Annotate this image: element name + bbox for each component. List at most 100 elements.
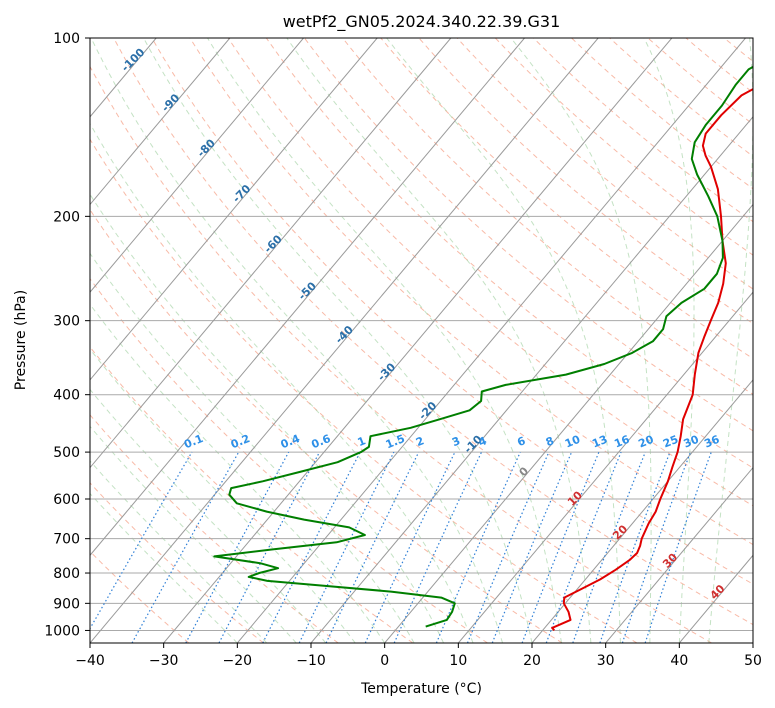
y-tick-label: 700 [53,532,80,548]
isotherm [90,38,452,469]
x-tick-label: 20 [523,653,541,669]
dry-adiabat [90,482,264,643]
isotherm [236,38,746,643]
dry-adiabat [90,208,563,643]
x-tick-label: −40 [75,653,105,669]
mixing-ratio-line [521,451,600,643]
mixing-ratio-label: 25 [661,433,680,451]
mixing-ratio-label: 16 [612,433,631,451]
isotherm [90,38,304,293]
isotherm [310,116,753,643]
isotherm [384,203,753,643]
moist-adiabat [90,122,474,643]
x-tick-label: 10 [449,653,467,669]
isotherm [752,642,753,643]
y-tick-label: 1000 [44,623,80,639]
mixing-ratio-label: 1 [356,434,368,449]
isotherm [605,466,753,643]
dry-adiabat [304,38,753,432]
x-tick-label: 50 [744,653,762,669]
dry-adiabat [265,38,753,469]
x-axis-label: Temperature (°C) [360,681,482,697]
y-tick-label: 900 [53,596,80,612]
mixing-ratio-line [572,451,646,643]
isotherm [90,38,378,381]
x-tick-label: 40 [670,653,688,669]
dry-adiabat [90,346,414,643]
dry-adiabat [380,38,753,360]
y-tick-label: 500 [53,445,80,461]
dry-adiabat [227,38,753,507]
x-tick-label: −10 [296,653,326,669]
mixing-ratio-line [621,451,692,643]
mixing-ratio-line [218,451,321,643]
mixing-ratio-label: 30 [682,433,701,451]
x-tick-label: 30 [597,653,615,669]
moist-adiabat [143,38,533,643]
dry-adiabat [762,38,775,643]
y-tick-label: 100 [53,31,80,47]
moist-adiabat [90,425,297,643]
mixing-ratio-line [466,451,550,643]
sounding-profiles [213,65,753,632]
dry-adiabat [342,38,753,395]
mixing-ratio-line [545,451,622,643]
isotherm [90,38,231,206]
isotherm [457,291,753,643]
moist-adiabat [90,388,327,643]
y-tick-label: 300 [53,314,80,330]
isotherm [163,38,673,643]
mixing-ratio-line [131,451,240,643]
moist-adiabat [90,193,445,643]
mixing-ratio-line [599,451,671,643]
isotherm [90,38,525,557]
mixing-ratio-label: 3 [450,434,462,449]
y-tick-label: 400 [53,388,80,404]
mixing-ratio-line [435,451,521,643]
y-tick-label: 600 [53,492,80,508]
dry-adiabat [533,38,753,223]
background-lines [0,38,775,643]
y-axis-label: Pressure (hPa) [13,290,29,390]
y-tick-label: 200 [53,209,80,225]
moist-adiabat [643,38,695,643]
moist-adiabat [90,38,503,643]
dry-adiabat [494,38,753,256]
mixing-ratio-label: 2 [414,434,426,449]
isotherm [0,38,9,643]
mixing-ratio-label: 20 [637,433,656,451]
plot-frame [89,37,754,644]
mixing-ratio-line [262,451,361,643]
moist-adiabat [90,348,356,643]
mixing-ratio-label: 36 [702,433,721,451]
mixing-ratio-line [644,451,712,643]
dry-adiabat [90,138,638,643]
mixing-ratio-line [185,451,290,643]
moist-adiabat [386,38,621,643]
mixing-ratio-label: 8 [544,434,556,449]
temperature-line [551,88,753,632]
mixing-ratio-label: 10 [563,433,582,451]
dewpoint-line [213,65,753,628]
dry-adiabat [456,38,753,290]
chart-title: wetPf2_GN05.2024.340.22.39.G31 [283,12,561,32]
axis-ticks: −40 −30 −20 −10 0 10 20 30 40 50 100 200 300 400 500 60… [44,31,762,669]
moist-adiabat [510,38,652,643]
moist-adiabat [286,38,592,643]
moist-adiabat [90,252,415,643]
mixing-ratio-line [491,451,573,643]
isotherm [531,379,753,643]
moist-adiabat [708,38,753,643]
isotherm [90,38,599,643]
x-tick-label: −30 [149,653,179,669]
y-tick-label: 800 [53,566,80,582]
x-tick-label: 0 [380,653,389,669]
dry-adiabat [189,38,753,546]
dry-adiabat [90,65,712,643]
mixing-ratio-label: 13 [590,433,609,451]
mixing-ratio-line [298,451,395,643]
x-tick-label: −20 [223,653,253,669]
dry-adiabat [571,38,753,190]
moist-adiabat [90,460,268,643]
